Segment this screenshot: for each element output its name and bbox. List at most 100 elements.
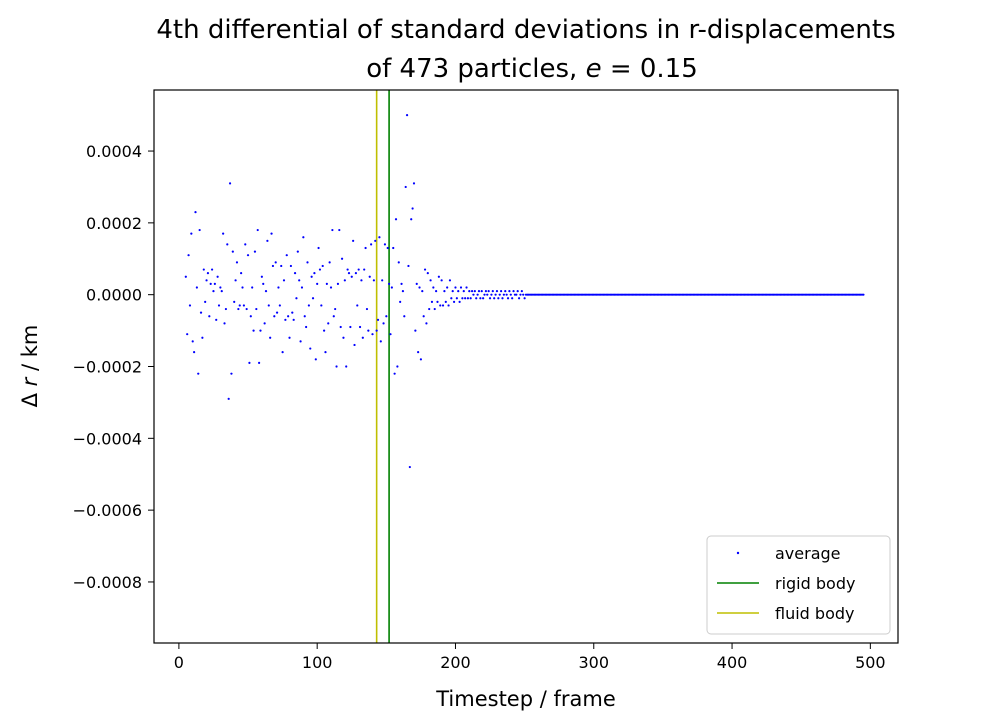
data-point [447, 304, 450, 307]
data-point [358, 325, 362, 329]
data-point [399, 300, 402, 303]
data-point [222, 232, 225, 235]
data-point [504, 289, 507, 293]
data-point [444, 300, 447, 303]
data-point [275, 311, 279, 314]
data-point [464, 297, 467, 300]
data-point [441, 304, 445, 307]
data-point [401, 289, 405, 293]
y-axis: 0.0004 0.0002 0.0000 −0.0002 −0.0004 −0.0006 −… [73, 142, 154, 592]
x-tick-label: 200 [440, 653, 471, 672]
data-point [508, 289, 511, 293]
data-point [367, 329, 370, 332]
legend-box [706, 535, 891, 635]
data-point [302, 236, 305, 239]
data-point [285, 254, 288, 257]
data-point [288, 336, 291, 339]
x-tick-label: 500 [855, 653, 886, 672]
data-point [335, 365, 338, 368]
data-point [295, 297, 298, 300]
data-point [298, 279, 301, 282]
data-point [394, 218, 398, 221]
data-point [506, 297, 510, 300]
data-point [307, 304, 310, 307]
data-point [390, 286, 393, 289]
x-axis-label: Timestep / frame [435, 687, 616, 711]
data-point [522, 293, 525, 296]
data-point [300, 286, 304, 289]
data-point [259, 329, 262, 332]
data-point [374, 239, 377, 242]
data-point [238, 304, 241, 307]
data-point [343, 279, 346, 282]
data-point [451, 289, 454, 293]
data-point [480, 289, 483, 293]
data-point [443, 289, 446, 293]
y-tick-label: −0.0006 [73, 501, 142, 520]
data-point [414, 329, 417, 332]
data-point [296, 250, 299, 253]
data-point [490, 293, 493, 296]
data-point [212, 289, 215, 293]
y-tick-label: −0.0008 [73, 573, 142, 592]
data-point [188, 304, 192, 307]
data-point [476, 293, 479, 296]
data-point [245, 307, 248, 311]
data-point [328, 261, 331, 264]
data-point [486, 293, 489, 296]
data-point [274, 261, 277, 264]
data-point [336, 282, 340, 286]
data-point [223, 322, 226, 325]
data-point [205, 279, 208, 282]
data-point [376, 318, 380, 321]
data-point [516, 289, 519, 293]
data-point [458, 300, 461, 303]
data-point [432, 286, 435, 289]
data-point [325, 282, 328, 286]
data-point [350, 275, 353, 278]
data-point [269, 336, 272, 339]
data-point [347, 272, 351, 275]
data-point [195, 286, 198, 289]
data-point [382, 322, 385, 325]
ylabel-var: r [18, 376, 42, 386]
data-point [389, 333, 392, 336]
data-point [329, 286, 333, 289]
data-point [263, 322, 266, 325]
data-point [520, 289, 523, 293]
data-point [411, 207, 414, 210]
data-point [305, 325, 308, 329]
data-point [201, 336, 204, 339]
data-point [509, 293, 512, 296]
data-point [436, 300, 439, 303]
data-point [493, 297, 496, 300]
data-point [457, 289, 460, 293]
data-point [267, 304, 270, 307]
data-point [293, 272, 297, 275]
x-tick-label: 100 [302, 653, 333, 672]
data-point [430, 300, 434, 303]
data-point [317, 246, 320, 250]
x-axis: 0 100 200 300 400 500 [174, 643, 886, 672]
data-point [314, 358, 317, 361]
data-point [198, 228, 201, 232]
data-point [246, 254, 250, 257]
data-point [255, 307, 258, 311]
data-point [323, 329, 326, 332]
data-point [477, 289, 481, 293]
data-point [502, 293, 505, 296]
data-point [397, 261, 400, 264]
data-point [396, 365, 399, 368]
data-point [473, 289, 476, 293]
data-point [452, 300, 456, 303]
y-tick-label: −0.0002 [73, 358, 142, 377]
data-point [519, 293, 522, 296]
data-point [216, 275, 219, 278]
data-point [511, 297, 514, 300]
y-tick-label: 0.0000 [86, 286, 142, 305]
data-point [365, 307, 369, 311]
legend-marker-average [736, 551, 740, 555]
data-point [383, 243, 387, 246]
data-point [488, 297, 492, 300]
data-point [426, 272, 429, 275]
